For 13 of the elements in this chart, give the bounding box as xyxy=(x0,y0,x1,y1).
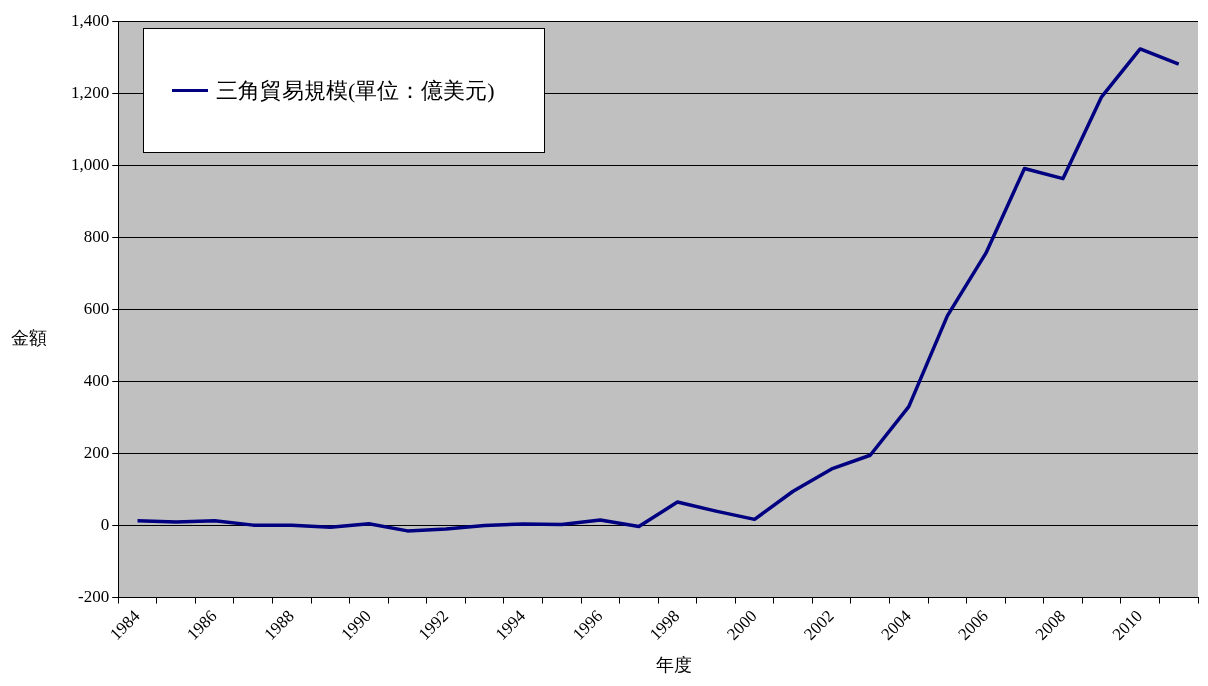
y-axis-title: 金額 xyxy=(11,327,47,350)
y-tick-label: 600 xyxy=(83,298,110,318)
y-tick-label: 0 xyxy=(100,514,110,534)
y-tick-label: 1,000 xyxy=(71,154,110,174)
x-axis-title: 年度 xyxy=(655,654,693,677)
y-tick-label: 200 xyxy=(83,442,110,462)
y-tick-label: 1,200 xyxy=(71,82,110,102)
legend-label: 三角貿易規模(單位：億美元) xyxy=(216,76,495,105)
y-tick-label: 400 xyxy=(83,370,110,390)
y-tick-label: -200 xyxy=(78,587,110,606)
legend-box: 三角貿易規模(單位：億美元) xyxy=(143,28,545,153)
y-tick-label: 1,400 xyxy=(71,10,110,30)
y-tick-label: 800 xyxy=(83,226,110,246)
